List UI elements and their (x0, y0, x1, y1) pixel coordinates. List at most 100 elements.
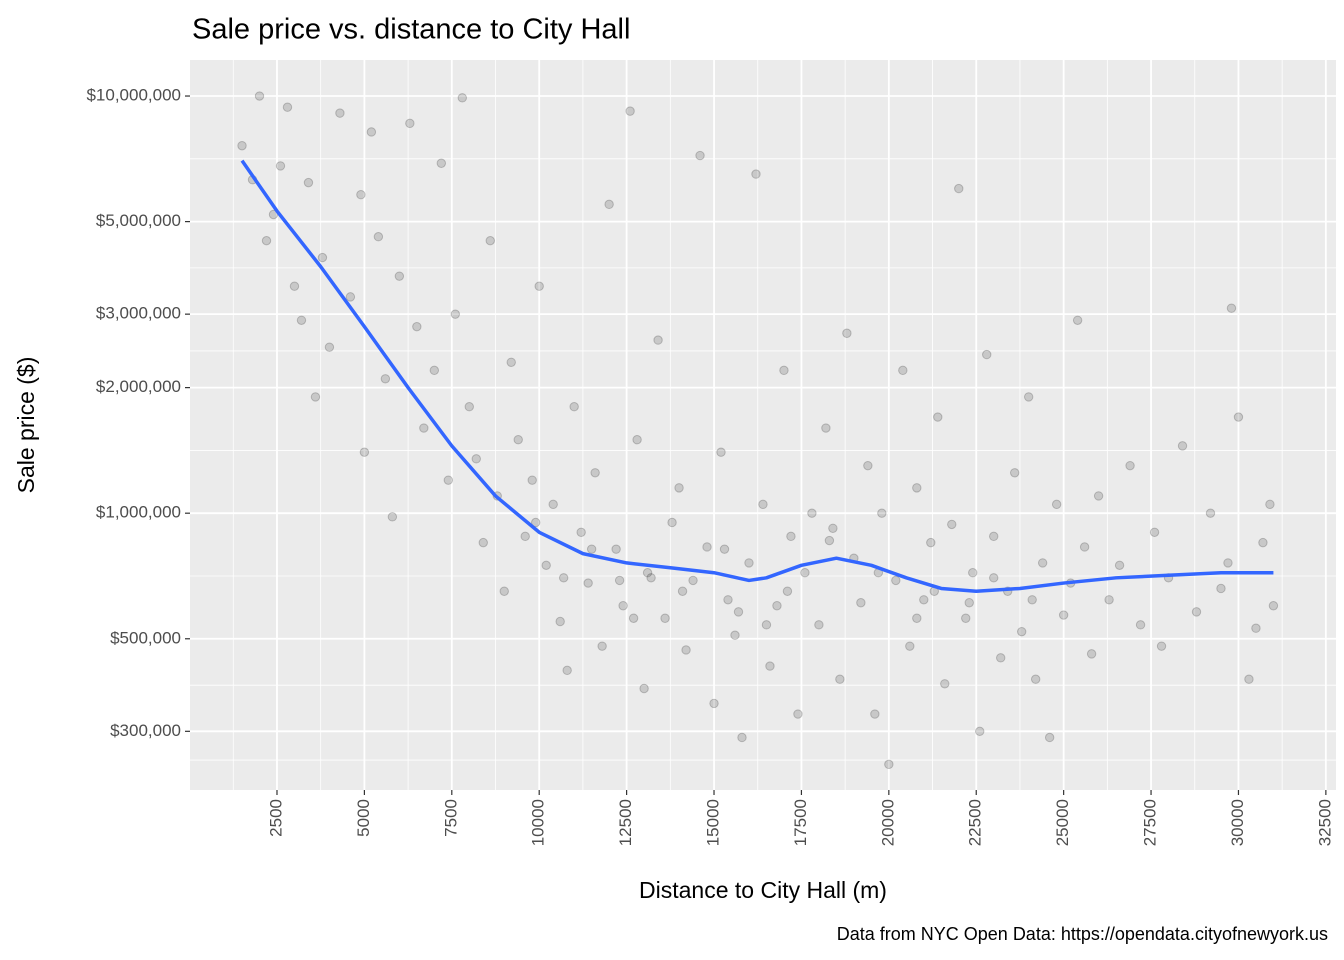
point (1244, 674, 1254, 684)
point (586, 544, 597, 554)
point (478, 537, 488, 548)
point (1044, 732, 1055, 743)
point (954, 183, 964, 194)
point (366, 127, 377, 137)
point (842, 328, 852, 338)
point (733, 607, 744, 617)
point (583, 578, 593, 588)
x-tick-label: 12500 (616, 799, 635, 846)
point (912, 483, 922, 493)
point (499, 586, 509, 596)
point (782, 586, 793, 596)
point (828, 523, 838, 533)
point (541, 560, 551, 571)
point (989, 573, 999, 583)
point (912, 613, 922, 623)
panel (190, 60, 1336, 790)
point (531, 517, 541, 528)
point (702, 542, 712, 552)
point (870, 709, 880, 719)
point (1114, 560, 1125, 571)
y-axis-title: Sale price ($) (13, 357, 39, 494)
point (723, 595, 733, 605)
point (1226, 303, 1237, 313)
y-tick-label: $500,000 (110, 628, 181, 647)
x-tick-label: 7500 (441, 799, 460, 837)
point (761, 620, 772, 630)
point (681, 645, 691, 655)
point (590, 468, 600, 478)
point (786, 531, 796, 542)
point (982, 349, 992, 360)
point (642, 568, 653, 578)
point (1093, 491, 1104, 501)
point (604, 199, 614, 210)
point (677, 586, 688, 596)
point (457, 93, 467, 103)
point (597, 641, 607, 651)
point (1027, 595, 1037, 605)
point (419, 423, 429, 433)
point (562, 665, 572, 676)
y-tick-label: $10,000,000 (86, 86, 181, 105)
point (373, 232, 384, 242)
point (695, 150, 705, 161)
x-tick-label: 30000 (1228, 799, 1247, 846)
point (989, 531, 999, 542)
point (905, 641, 915, 651)
point (975, 726, 985, 737)
point (758, 499, 768, 510)
point (940, 679, 950, 689)
point (464, 402, 474, 412)
point (611, 544, 621, 554)
point (709, 698, 719, 709)
point (688, 575, 698, 586)
y-tick-label: $5,000,000 (96, 211, 181, 230)
point (646, 573, 656, 583)
point (485, 235, 495, 246)
point (751, 169, 761, 179)
point (737, 732, 747, 743)
point (1086, 649, 1097, 659)
point (891, 575, 901, 586)
point (765, 661, 775, 671)
point (506, 357, 516, 367)
point (303, 177, 314, 188)
point (289, 281, 300, 291)
point (625, 106, 635, 116)
point (919, 595, 929, 605)
y-tick-label: $300,000 (110, 721, 181, 740)
point (639, 683, 649, 694)
point (254, 91, 265, 101)
point (964, 598, 974, 608)
point (261, 235, 272, 246)
x-tick-label: 15000 (704, 799, 723, 846)
point (884, 759, 894, 770)
point (772, 601, 782, 611)
point (856, 598, 866, 608)
point (1023, 392, 1034, 402)
x-tick-label: 10000 (529, 799, 548, 846)
point (569, 402, 579, 412)
point (275, 161, 286, 171)
point (719, 544, 730, 554)
point (324, 342, 335, 352)
point (1216, 583, 1226, 594)
point (730, 630, 740, 640)
point (412, 321, 422, 332)
smooth-line (240, 159, 1274, 593)
point (667, 517, 677, 528)
x-tick-label: 32500 (1315, 799, 1334, 846)
point (380, 374, 391, 384)
x-tick-label: 2500 (266, 799, 285, 837)
point (653, 335, 663, 345)
point (1030, 674, 1041, 684)
point (660, 613, 670, 623)
point (1037, 558, 1048, 568)
point (443, 475, 454, 485)
point (1265, 499, 1275, 510)
point (282, 102, 293, 112)
point (835, 674, 845, 684)
